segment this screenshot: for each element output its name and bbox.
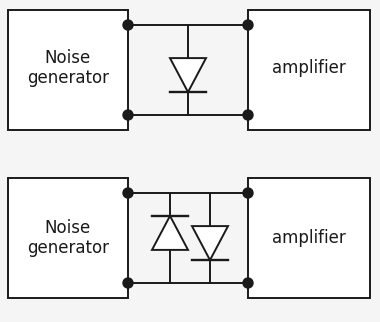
Bar xyxy=(248,10,370,130)
Text: amplifier: amplifier xyxy=(272,229,346,247)
Circle shape xyxy=(123,110,133,120)
Circle shape xyxy=(123,20,133,30)
Circle shape xyxy=(243,188,253,198)
Circle shape xyxy=(243,20,253,30)
Text: Noise
generator: Noise generator xyxy=(27,219,109,257)
Circle shape xyxy=(243,278,253,288)
Text: amplifier: amplifier xyxy=(272,59,346,77)
Polygon shape xyxy=(170,58,206,92)
Polygon shape xyxy=(192,226,228,260)
Bar xyxy=(8,10,128,130)
Circle shape xyxy=(243,110,253,120)
Circle shape xyxy=(123,278,133,288)
Circle shape xyxy=(123,188,133,198)
Polygon shape xyxy=(152,216,188,250)
Bar xyxy=(8,178,128,298)
Bar xyxy=(248,178,370,298)
Text: Noise
generator: Noise generator xyxy=(27,49,109,87)
